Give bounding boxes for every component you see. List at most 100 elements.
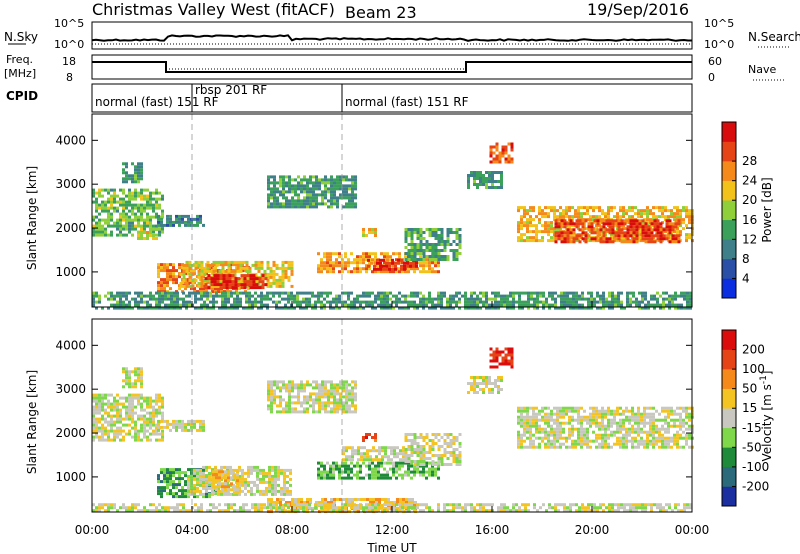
range-time-cell [101,209,104,213]
range-time-cell [374,294,377,298]
range-time-cell [288,175,291,179]
range-time-cell [523,406,526,410]
range-time-cell [272,300,275,304]
range-time-cell [659,228,663,232]
range-time-cell [107,399,110,403]
range-time-cell [315,187,318,191]
range-time-cell [137,203,140,207]
range-time-cell [158,408,161,412]
range-time-cell [272,281,276,285]
range-time-cell [529,209,532,213]
range-time-cell [434,442,438,445]
range-time-cell [626,297,629,301]
range-time-cell [327,389,330,393]
range-time-cell [101,194,104,198]
range-time-cell [572,237,576,241]
range-time-cell [485,294,488,298]
range-time-cell [291,395,294,399]
range-time-cell [446,306,449,310]
range-time-cell [407,464,410,468]
range-time-cell [366,452,369,456]
range-time-cell [387,446,390,450]
range-time-cell [342,401,345,405]
range-time-cell [219,286,223,290]
range-time-cell [137,399,140,403]
range-time-cell [318,187,321,191]
range-time-cell [253,480,256,484]
range-time-cell [368,294,371,298]
range-time-cell [324,184,327,188]
range-time-cell [492,365,496,369]
range-time-cell [378,452,381,456]
range-time-cell [339,383,342,387]
range-time-cell [113,423,116,427]
range-time-cell [143,408,146,412]
range-time-cell [610,206,613,210]
range-time-cell [656,300,659,304]
range-time-cell [188,272,192,276]
range-time-cell [351,392,354,396]
range-time-cell [113,396,116,400]
range-time-cell [538,230,541,234]
range-time-cell [252,274,256,278]
range-time-cell [92,429,95,433]
range-time-cell [419,261,422,265]
range-time-cell [348,392,351,396]
range-time-cell [116,405,119,409]
range-time-cell [245,266,249,270]
range-time-cell [506,294,509,298]
range-time-cell [254,272,258,276]
range-time-cell [541,239,544,243]
range-time-cell [216,277,220,281]
range-time-cell [635,300,638,304]
range-time-cell [449,306,452,310]
range-time-cell [202,483,205,487]
range-time-cell [517,445,520,449]
range-time-cell [107,200,110,204]
range-time-cell [113,306,116,310]
range-time-cell [626,300,629,304]
range-time-cell [389,270,392,274]
range-time-cell [242,266,246,270]
range-time-cell [653,303,656,307]
range-time-cell [98,426,101,430]
range-time-cell [218,260,222,264]
range-time-cell [263,294,266,298]
range-time-cell [326,470,329,474]
range-time-cell [520,227,523,231]
range-time-cell [95,203,98,207]
range-time-cell [220,489,223,493]
range-time-cell [116,435,119,439]
range-time-cell [122,303,125,307]
range-time-cell [400,267,403,271]
range-time-cell [422,448,426,451]
range-time-cell [416,451,420,454]
range-time-cell [267,196,270,200]
range-time-cell [270,389,273,393]
range-time-cell [422,264,425,268]
range-time-cell [659,306,662,310]
range-time-cell [608,294,611,298]
range-time-cell [306,410,309,414]
range-time-cell [535,430,538,434]
range-time-cell [668,303,671,307]
range-time-cell [98,203,101,207]
range-time-cell [107,306,110,310]
range-time-cell [140,218,143,222]
range-time-cell [554,297,557,301]
range-time-cell [188,275,192,279]
range-time-cell [161,212,164,216]
range-time-cell [128,303,131,307]
range-time-cell [122,171,125,175]
range-time-cell [291,202,294,206]
range-time-cell [434,231,438,234]
range-time-cell [497,391,500,394]
freq-tick-low: 8 [66,71,73,84]
range-time-cell [356,464,359,468]
range-time-cell [682,209,685,213]
range-time-cell [498,160,502,164]
range-time-cell [374,476,377,480]
range-time-cell [226,492,229,496]
range-time-cell [671,222,675,226]
range-time-cell [398,297,401,301]
